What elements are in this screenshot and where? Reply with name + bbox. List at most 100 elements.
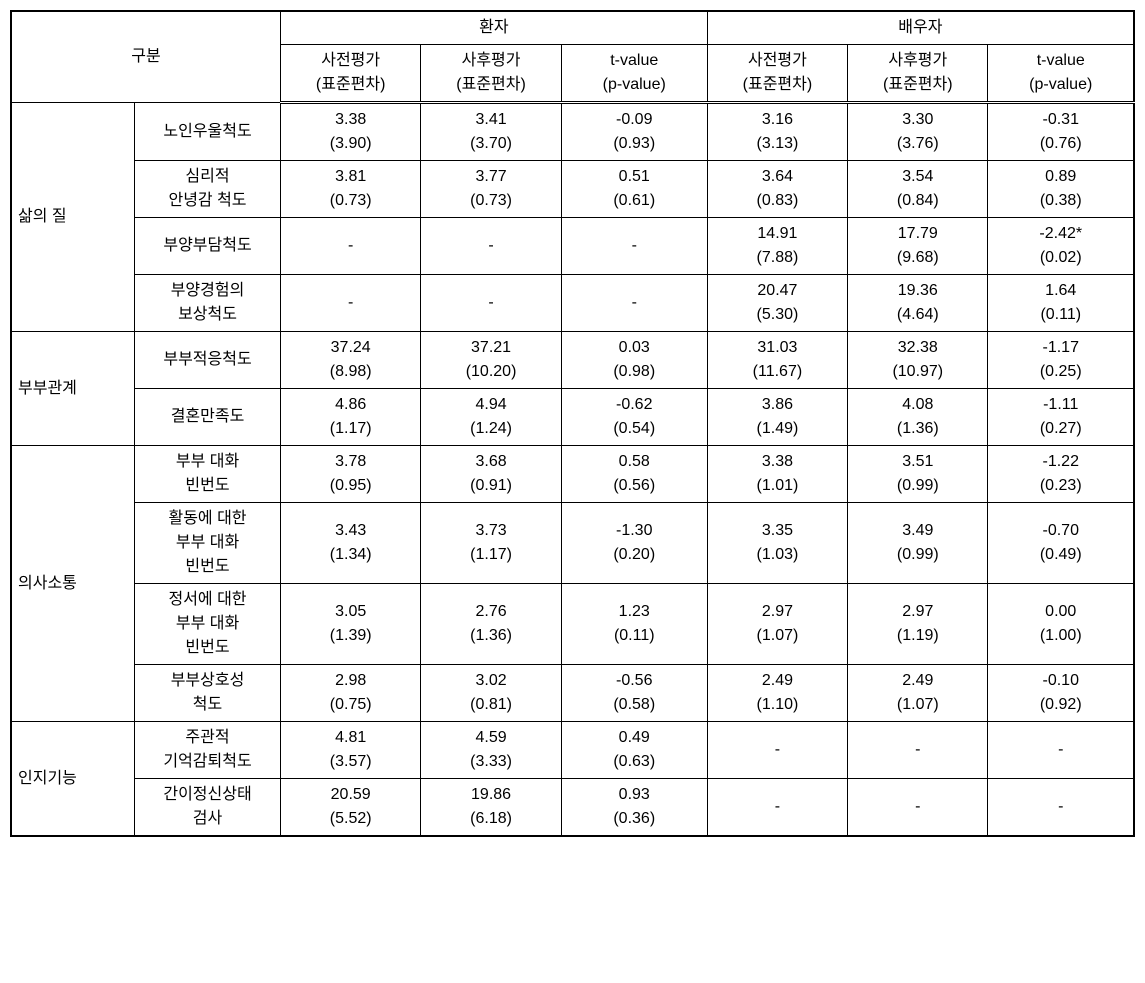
patient-post: - <box>421 218 561 275</box>
patient-tvalue: 0.58(0.56) <box>561 446 707 503</box>
patient-pre: - <box>281 218 421 275</box>
row-label: 간이정신상태검사 <box>135 779 281 837</box>
row-label: 주관적기억감퇴척도 <box>135 722 281 779</box>
spouse-post: - <box>848 779 988 837</box>
spouse-tvalue: -0.70(0.49) <box>988 503 1134 584</box>
spouse-tvalue: -1.22(0.23) <box>988 446 1134 503</box>
spouse-post: 19.36(4.64) <box>848 275 988 332</box>
spouse-pre: 3.38(1.01) <box>707 446 847 503</box>
spouse-post: 3.49(0.99) <box>848 503 988 584</box>
table-row: 결혼만족도4.86(1.17)4.94(1.24)-0.62(0.54)3.86… <box>11 389 1134 446</box>
table-row: 간이정신상태검사20.59(5.52)19.86(6.18)0.93(0.36)… <box>11 779 1134 837</box>
spouse-pre: 3.64(0.83) <box>707 161 847 218</box>
row-label: 심리적안녕감 척도 <box>135 161 281 218</box>
spouse-pre: 3.86(1.49) <box>707 389 847 446</box>
spouse-post: 3.51(0.99) <box>848 446 988 503</box>
data-table: 구분 환자 배우자 사전평가 (표준편차) 사후평가 (표준편차) t-valu… <box>10 10 1135 837</box>
patient-pre: 4.86(1.17) <box>281 389 421 446</box>
patient-pre: 20.59(5.52) <box>281 779 421 837</box>
patient-post: 19.86(6.18) <box>421 779 561 837</box>
spouse-tvalue: 0.00(1.00) <box>988 584 1134 665</box>
header-category: 구분 <box>11 11 281 103</box>
table-row: 심리적안녕감 척도3.81(0.73)3.77(0.73)0.51(0.61)3… <box>11 161 1134 218</box>
spouse-tvalue: -1.11(0.27) <box>988 389 1134 446</box>
table-header: 구분 환자 배우자 사전평가 (표준편차) 사후평가 (표준편차) t-valu… <box>11 11 1134 103</box>
spouse-post: 32.38(10.97) <box>848 332 988 389</box>
header-spouse-pre: 사전평가 (표준편차) <box>707 45 847 103</box>
row-label: 정서에 대한부부 대화빈번도 <box>135 584 281 665</box>
table-row: 의사소통부부 대화빈번도3.78(0.95)3.68(0.91)0.58(0.5… <box>11 446 1134 503</box>
spouse-post: 3.54(0.84) <box>848 161 988 218</box>
patient-post: 3.73(1.17) <box>421 503 561 584</box>
spouse-pre: 31.03(11.67) <box>707 332 847 389</box>
patient-tvalue: -0.09(0.93) <box>561 103 707 161</box>
patient-post: 4.94(1.24) <box>421 389 561 446</box>
table-row: 부부관계부부적응척도37.24(8.98)37.21(10.20)0.03(0.… <box>11 332 1134 389</box>
spouse-pre: 2.97(1.07) <box>707 584 847 665</box>
patient-tvalue: 0.51(0.61) <box>561 161 707 218</box>
row-label: 부양부담척도 <box>135 218 281 275</box>
spouse-tvalue: 1.64(0.11) <box>988 275 1134 332</box>
table-row: 부부상호성척도2.98(0.75)3.02(0.81)-0.56(0.58)2.… <box>11 665 1134 722</box>
spouse-tvalue: -0.31(0.76) <box>988 103 1134 161</box>
patient-pre: 3.05(1.39) <box>281 584 421 665</box>
patient-tvalue: 0.93(0.36) <box>561 779 707 837</box>
table-row: 부양부담척도---14.91(7.88)17.79(9.68)-2.42*(0.… <box>11 218 1134 275</box>
patient-tvalue: - <box>561 218 707 275</box>
table-body: 삶의 질노인우울척도3.38(3.90)3.41(3.70)-0.09(0.93… <box>11 103 1134 837</box>
table-row: 정서에 대한부부 대화빈번도3.05(1.39)2.76(1.36)1.23(0… <box>11 584 1134 665</box>
patient-tvalue: -0.62(0.54) <box>561 389 707 446</box>
patient-pre: 3.43(1.34) <box>281 503 421 584</box>
spouse-post: 17.79(9.68) <box>848 218 988 275</box>
header-patient-pre: 사전평가 (표준편차) <box>281 45 421 103</box>
spouse-pre: - <box>707 722 847 779</box>
table-row: 부양경험의보상척도---20.47(5.30)19.36(4.64)1.64(0… <box>11 275 1134 332</box>
row-label: 부부적응척도 <box>135 332 281 389</box>
spouse-tvalue: - <box>988 722 1134 779</box>
table-row: 삶의 질노인우울척도3.38(3.90)3.41(3.70)-0.09(0.93… <box>11 103 1134 161</box>
patient-pre: 4.81(3.57) <box>281 722 421 779</box>
header-patient: 환자 <box>281 11 708 45</box>
row-label: 활동에 대한부부 대화빈번도 <box>135 503 281 584</box>
spouse-post: 4.08(1.36) <box>848 389 988 446</box>
table-row: 인지기능주관적기억감퇴척도4.81(3.57)4.59(3.33)0.49(0.… <box>11 722 1134 779</box>
group-name: 부부관계 <box>11 332 135 446</box>
spouse-tvalue: -2.42*(0.02) <box>988 218 1134 275</box>
patient-tvalue: 1.23(0.11) <box>561 584 707 665</box>
spouse-tvalue: 0.89(0.38) <box>988 161 1134 218</box>
row-label: 결혼만족도 <box>135 389 281 446</box>
spouse-pre: 2.49(1.10) <box>707 665 847 722</box>
spouse-pre: 3.35(1.03) <box>707 503 847 584</box>
spouse-pre: - <box>707 779 847 837</box>
spouse-pre: 3.16(3.13) <box>707 103 847 161</box>
spouse-pre: 14.91(7.88) <box>707 218 847 275</box>
patient-pre: 3.78(0.95) <box>281 446 421 503</box>
spouse-post: - <box>848 722 988 779</box>
patient-pre: 3.81(0.73) <box>281 161 421 218</box>
patient-post: 3.77(0.73) <box>421 161 561 218</box>
group-name: 의사소통 <box>11 446 135 722</box>
header-patient-post: 사후평가 (표준편차) <box>421 45 561 103</box>
header-patient-tvalue: t-value (p-value) <box>561 45 707 103</box>
patient-pre: 2.98(0.75) <box>281 665 421 722</box>
row-label: 노인우울척도 <box>135 103 281 161</box>
spouse-tvalue: -0.10(0.92) <box>988 665 1134 722</box>
spouse-pre: 20.47(5.30) <box>707 275 847 332</box>
table-row: 활동에 대한부부 대화빈번도3.43(1.34)3.73(1.17)-1.30(… <box>11 503 1134 584</box>
spouse-post: 2.49(1.07) <box>848 665 988 722</box>
spouse-tvalue: -1.17(0.25) <box>988 332 1134 389</box>
patient-post: 2.76(1.36) <box>421 584 561 665</box>
row-label: 부부 대화빈번도 <box>135 446 281 503</box>
patient-tvalue: - <box>561 275 707 332</box>
patient-post: 37.21(10.20) <box>421 332 561 389</box>
patient-post: 3.02(0.81) <box>421 665 561 722</box>
patient-tvalue: -0.56(0.58) <box>561 665 707 722</box>
patient-post: 4.59(3.33) <box>421 722 561 779</box>
header-spouse: 배우자 <box>707 11 1134 45</box>
spouse-post: 3.30(3.76) <box>848 103 988 161</box>
patient-pre: 3.38(3.90) <box>281 103 421 161</box>
patient-pre: - <box>281 275 421 332</box>
row-label: 부부상호성척도 <box>135 665 281 722</box>
row-label: 부양경험의보상척도 <box>135 275 281 332</box>
patient-post: 3.68(0.91) <box>421 446 561 503</box>
